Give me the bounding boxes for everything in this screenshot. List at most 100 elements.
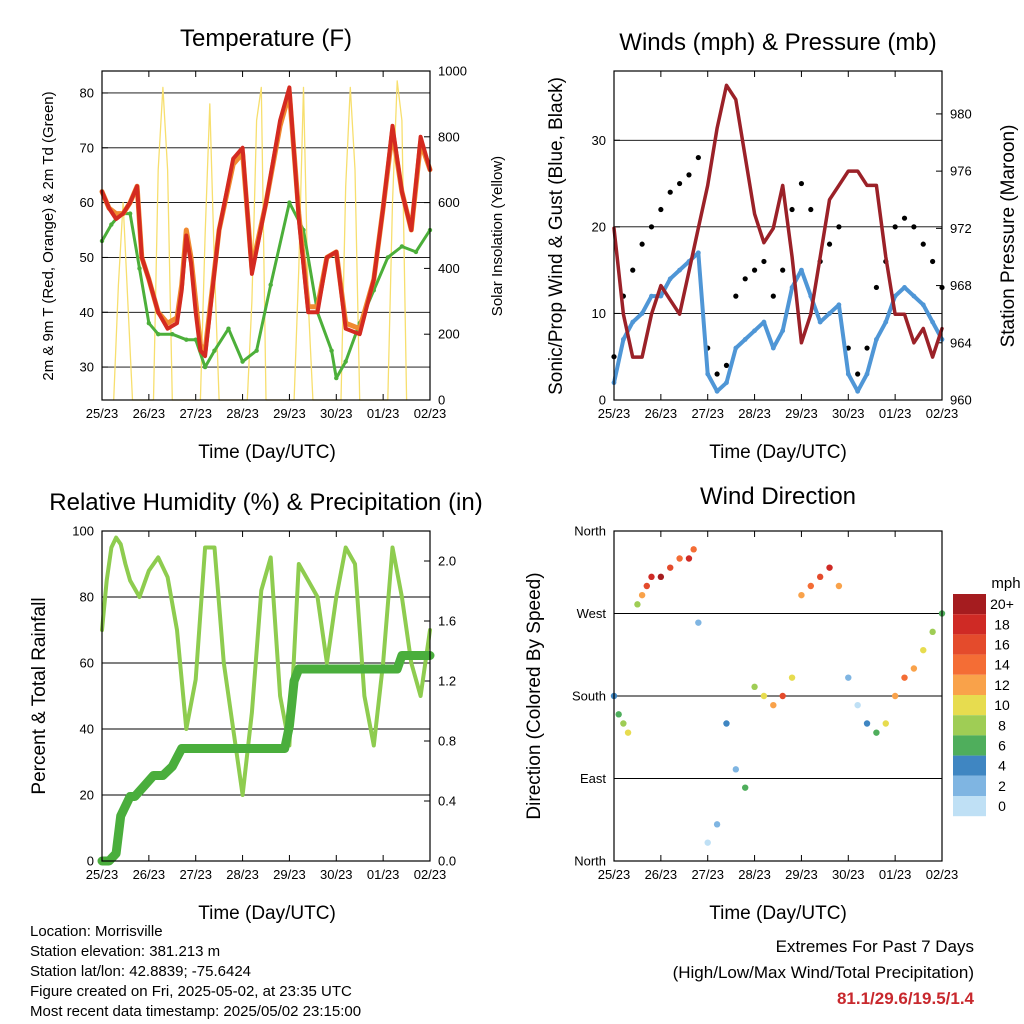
y-tick-label: 30 (592, 133, 606, 148)
direction-point (770, 701, 777, 709)
dewpoint-point (343, 359, 348, 364)
winds-ylabel-right: Station Pressure (Maroon) (998, 125, 1019, 348)
x-tick-label: 28/23 (738, 406, 771, 421)
direction-point (634, 601, 641, 608)
temperature-xlabel: Time (Day/UTC) (198, 442, 336, 463)
y2-tick-label: 2.0 (438, 554, 456, 569)
wind-point (620, 336, 626, 342)
y-tick-label: 10 (592, 306, 606, 321)
wind-point (742, 336, 748, 342)
x-tick-label: 28/23 (226, 867, 259, 882)
legend-label: 6 (998, 738, 1006, 754)
direction-point (704, 839, 711, 846)
direction-title: Wind Direction (700, 483, 856, 510)
x-tick-label: 02/23 (926, 867, 959, 882)
gust-point (639, 241, 645, 247)
wind-point (836, 302, 842, 308)
gust-point (789, 206, 795, 213)
dewpoint-point (127, 211, 133, 216)
direction-point (882, 720, 889, 727)
y-tick-label: 80 (80, 590, 94, 605)
x-tick-label: 28/23 (738, 867, 771, 882)
gust-point (864, 345, 870, 351)
x-tick-label: 26/23 (645, 406, 678, 421)
gust-point (751, 267, 758, 273)
legend-swatch (953, 634, 986, 655)
x-tick-label: 26/23 (133, 867, 166, 882)
x-tick-label: 02/23 (926, 406, 959, 421)
y2-tick-label: 972 (950, 221, 972, 236)
y2-tick-label: 0.4 (438, 794, 456, 809)
direction-point (929, 628, 936, 636)
wind-point (845, 371, 851, 377)
legend-label: 4 (998, 758, 1006, 774)
x-tick-label: 29/23 (273, 406, 306, 421)
legend-swatch (953, 715, 986, 736)
direction-ylabel-left: Direction (Colored By Speed) (524, 572, 545, 819)
legend-label: 0 (998, 798, 1006, 814)
figure-created: Figure created on Fri, 2025-05-02, at 23… (30, 983, 352, 1000)
wind-point (630, 319, 636, 325)
gust-point (901, 215, 908, 221)
gust-point (648, 224, 655, 230)
wind-point (667, 276, 673, 282)
wind-point (799, 267, 804, 273)
dewpoint-point (254, 348, 259, 353)
y2-tick-label: 960 (950, 393, 972, 408)
plot-frame (101, 530, 431, 862)
wind-point (752, 328, 757, 334)
y-tick-label: 80 (80, 85, 94, 100)
wind-point (827, 311, 832, 316)
recent-timestamp: Most recent data timestamp: 2025/05/02 2… (30, 1003, 362, 1020)
wind-point (930, 319, 936, 325)
direction-point (723, 720, 730, 727)
wind-point (911, 293, 917, 299)
y2-tick-label: 980 (950, 106, 972, 121)
station-elevation: Station elevation: 381.213 m (30, 943, 221, 960)
legend-label: 20+ (990, 596, 1014, 612)
direction-legend: 20+ 18 16 14 12 10 8 6 4 2 0 (953, 594, 1014, 817)
legend-label: 12 (994, 677, 1010, 693)
dewpoint-point (287, 200, 292, 205)
wind-point (864, 371, 870, 377)
direction-point (760, 692, 768, 700)
temperature-title: Temperature (F) (180, 25, 352, 52)
legend-label: 16 (994, 637, 1010, 653)
y-tick-label: West (577, 606, 607, 621)
winds-title: Winds (mph) & Pressure (mb) (619, 29, 936, 56)
y-tick-label: 60 (80, 195, 94, 210)
temperature-ylabel-left: 2m & 9m T (Red, Orange) & 2m Td (Green) (40, 91, 57, 380)
y-tick-label: 20 (592, 219, 606, 234)
y-tick-label: North (574, 524, 606, 539)
legend-label: 14 (994, 657, 1010, 673)
direction-point (657, 573, 665, 581)
wind-point (817, 319, 823, 325)
winds-ylabel-left: Sonic/Prop Wind & Gust (Blue, Black) (546, 77, 567, 395)
direction-point (638, 591, 646, 599)
dewpoint-point (334, 375, 339, 381)
extremes-title: Extremes For Past 7 Days (775, 937, 974, 956)
gust-point (892, 224, 898, 230)
legend-label: 10 (994, 697, 1010, 713)
extremes-box: Extremes For Past 7 Days (High/Low/Max W… (673, 934, 974, 1012)
gust-point (714, 371, 720, 377)
gust-point (855, 371, 861, 377)
y2-tick-label: 800 (438, 129, 460, 144)
y2-tick-label: 968 (950, 278, 972, 293)
y-tick-label: North (574, 854, 606, 869)
humidity-title: Relative Humidity (%) & Precipitation (i… (49, 489, 482, 516)
dewpoint-point (137, 266, 142, 271)
wind-point (855, 388, 861, 394)
wind-point (649, 293, 654, 299)
wind-point (705, 371, 711, 377)
direction-point (615, 711, 622, 718)
y2-tick-label: 1000 (438, 64, 467, 79)
x-tick-label: 27/23 (179, 867, 212, 882)
dewpoint-point (240, 359, 245, 364)
gust-point (677, 180, 683, 187)
direction-point (863, 720, 871, 727)
gust-point (770, 293, 776, 299)
x-tick-label: 27/23 (179, 406, 212, 421)
y2-tick-label: 600 (438, 195, 460, 210)
direction-point (873, 729, 880, 736)
